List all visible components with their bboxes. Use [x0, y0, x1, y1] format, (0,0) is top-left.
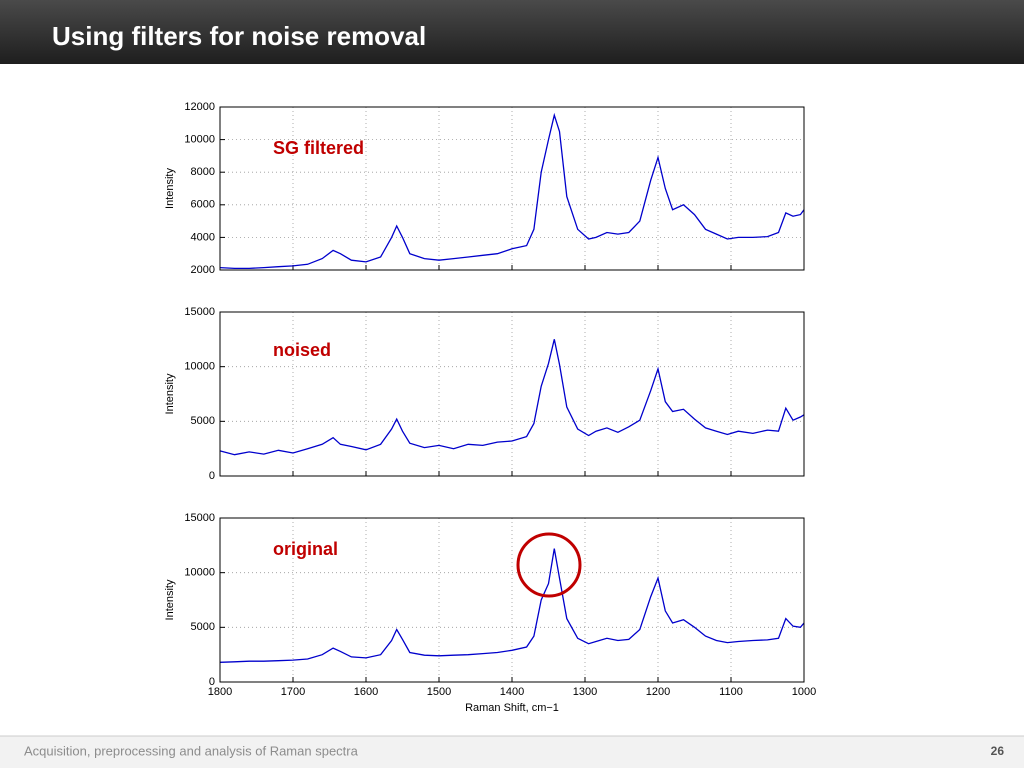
x-tick-label: 1100: [719, 686, 743, 698]
x-axis-label: Raman Shift, cm−1: [465, 702, 559, 714]
y-tick-label: 10000: [184, 567, 215, 579]
y-axis-label: Intensity: [164, 579, 176, 620]
y-tick-label: 6000: [191, 199, 215, 211]
x-tick-label: 1200: [646, 686, 670, 698]
annotation: original: [273, 539, 338, 559]
y-tick-label: 5000: [191, 621, 215, 633]
x-tick-label: 1700: [281, 686, 305, 698]
spectrum-line: [219, 548, 805, 663]
x-tick-label: 1500: [427, 686, 451, 698]
y-axis-label: Intensity: [164, 373, 176, 414]
x-tick-label: 1400: [500, 686, 524, 698]
y-tick-label: 5000: [191, 415, 215, 427]
y-tick-label: 10000: [184, 361, 215, 373]
plot-frame: [219, 106, 805, 271]
annotation: SG filtered: [273, 138, 364, 158]
y-tick-label: 10000: [184, 134, 215, 146]
y-axis-label: Intensity: [164, 168, 176, 209]
y-tick-label: 0: [209, 470, 215, 482]
plot-area: [220, 107, 804, 270]
x-tick-label: 1300: [573, 686, 597, 698]
y-tick-label: 4000: [191, 231, 215, 243]
plot-frame: [219, 311, 805, 477]
y-tick-label: 15000: [184, 306, 215, 318]
page-number: 26: [991, 744, 1005, 758]
spectrum-line: [219, 339, 805, 456]
highlight-circle: [516, 532, 582, 598]
spectrum-line: [219, 112, 805, 270]
y-tick-label: 8000: [191, 166, 215, 178]
y-tick-label: 12000: [184, 101, 215, 113]
plot-frame: [219, 517, 805, 683]
x-tick-label: 1600: [354, 686, 378, 698]
x-tick-label: 1000: [792, 686, 816, 698]
x-tick-label: 1800: [208, 686, 232, 698]
header-bar: [0, 0, 1024, 64]
slide-title: Using filters for noise removal: [52, 21, 426, 51]
annotation: noised: [273, 340, 331, 360]
y-tick-label: 2000: [191, 264, 215, 276]
footer-text: Acquisition, preprocessing and analysis …: [24, 743, 359, 758]
y-tick-label: 15000: [184, 512, 215, 524]
y-tick-label: 0: [209, 676, 215, 688]
footer-bar: [0, 736, 1024, 768]
